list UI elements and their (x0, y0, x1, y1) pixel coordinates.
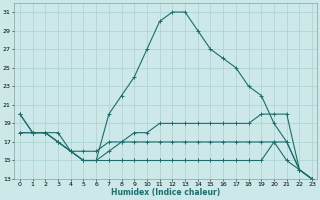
X-axis label: Humidex (Indice chaleur): Humidex (Indice chaleur) (111, 188, 220, 197)
